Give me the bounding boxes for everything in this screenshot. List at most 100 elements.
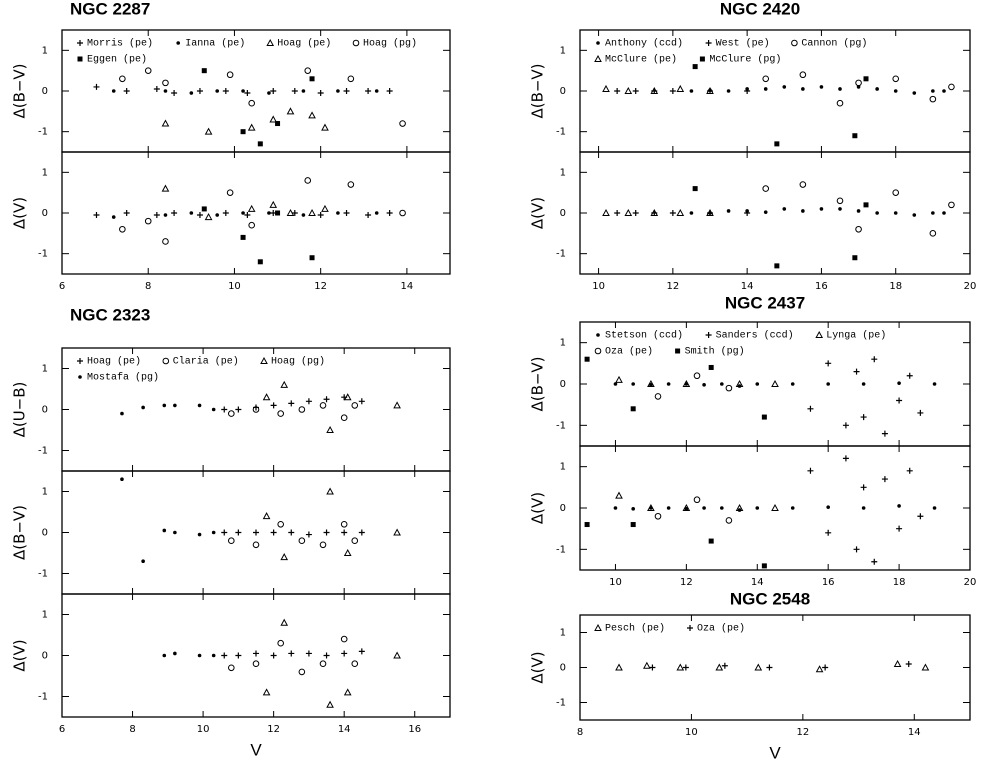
legend-marker <box>77 358 83 364</box>
marker <box>631 382 635 386</box>
y-axis-label: Δ(V) <box>529 197 547 229</box>
marker <box>270 529 277 536</box>
marker <box>861 506 866 510</box>
x-tick-label: 14 <box>401 281 414 292</box>
marker <box>326 487 334 495</box>
legend-label: Oza (pe) <box>605 346 653 358</box>
marker <box>647 379 655 387</box>
legend-marker <box>260 356 268 364</box>
marker <box>630 522 636 528</box>
legend-marker <box>815 330 824 338</box>
x-tick-label: 10 <box>228 281 241 292</box>
marker <box>235 529 242 536</box>
marker <box>262 512 271 520</box>
chart-title: NGC 2437 <box>725 293 805 312</box>
marker <box>340 414 348 422</box>
marker <box>755 382 760 386</box>
marker <box>860 414 867 421</box>
marker <box>855 225 862 233</box>
marker <box>399 120 406 127</box>
legend-label: Morris (pe) <box>87 38 153 50</box>
marker <box>853 546 860 553</box>
marker <box>308 208 316 216</box>
marker <box>270 402 277 409</box>
marker <box>689 89 694 93</box>
marker <box>228 664 235 672</box>
marker <box>860 484 867 491</box>
marker <box>855 79 862 87</box>
marker <box>881 430 888 437</box>
x-tick-label: 12 <box>796 727 809 738</box>
marker <box>228 410 235 417</box>
marker <box>702 506 706 510</box>
y-tick-label: -1 <box>38 446 48 457</box>
marker <box>309 255 315 261</box>
y-tick-label: 0 <box>560 86 566 97</box>
y-tick-label: -1 <box>556 420 566 431</box>
marker <box>744 210 751 216</box>
marker <box>171 210 178 216</box>
legend-label: Cannon (pg) <box>801 38 867 50</box>
marker <box>682 379 691 387</box>
marker <box>244 212 251 219</box>
marker <box>399 209 406 217</box>
x-tick-label: 8 <box>145 281 151 292</box>
marker <box>393 401 401 409</box>
marker <box>735 503 744 511</box>
y-tick-label: 0 <box>560 379 566 390</box>
marker <box>120 477 124 482</box>
y-axis-label: Δ(U−B) <box>11 382 29 438</box>
legend-marker <box>78 375 82 379</box>
x-tick-label: 6 <box>59 281 65 292</box>
marker <box>319 541 327 549</box>
legend-marker <box>162 357 170 365</box>
y-axis-label: Δ(V) <box>529 492 547 524</box>
marker <box>948 83 955 91</box>
marker <box>649 383 653 387</box>
marker <box>221 529 228 536</box>
legend-label: Claria (pe) <box>173 356 239 368</box>
marker <box>819 207 824 211</box>
marker <box>735 379 744 387</box>
marker <box>631 507 635 511</box>
marker <box>211 653 216 658</box>
marker <box>119 225 126 233</box>
legend-marker <box>176 41 180 45</box>
marker <box>253 529 259 536</box>
marker <box>906 467 913 474</box>
marker <box>790 382 795 386</box>
marker <box>762 185 770 192</box>
marker <box>267 91 271 95</box>
marker <box>763 210 768 214</box>
marker <box>682 664 689 671</box>
marker <box>771 503 779 511</box>
marker <box>321 123 329 131</box>
legend-label: Hoag (pg) <box>271 356 325 368</box>
marker <box>336 211 340 215</box>
marker <box>197 653 202 658</box>
marker <box>141 559 145 563</box>
marker <box>836 197 844 205</box>
marker <box>892 189 900 196</box>
marker <box>351 402 359 409</box>
legend-marker <box>77 56 83 62</box>
marker <box>277 410 284 417</box>
marker <box>842 422 849 429</box>
marker <box>215 89 219 93</box>
marker <box>613 506 618 510</box>
legend-marker <box>266 38 275 46</box>
marker <box>892 75 900 83</box>
marker <box>119 75 126 83</box>
marker <box>262 688 271 696</box>
marker <box>702 383 706 387</box>
marker <box>319 402 327 409</box>
marker <box>615 491 623 499</box>
marker <box>201 68 207 74</box>
marker <box>298 668 306 676</box>
x-tick-label: 16 <box>815 281 828 292</box>
legend-marker <box>705 332 712 338</box>
y-tick-label: -1 <box>38 127 48 138</box>
marker <box>343 210 350 216</box>
marker <box>319 660 327 668</box>
marker <box>689 211 694 215</box>
